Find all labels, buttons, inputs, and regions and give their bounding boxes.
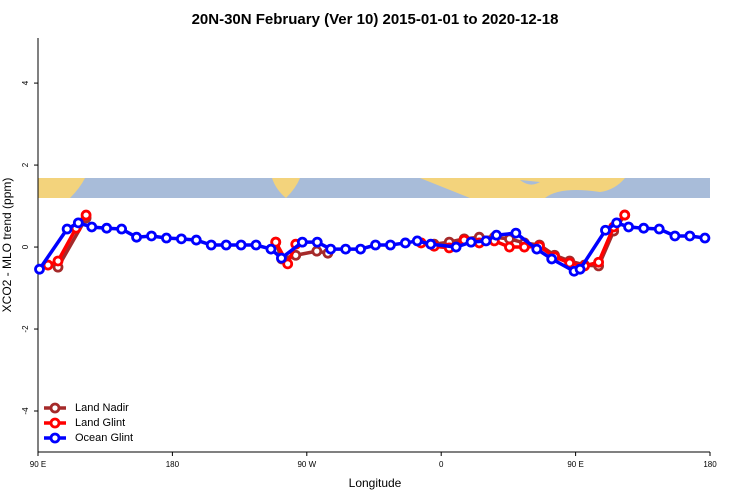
data-point [450, 241, 462, 253]
data-point [593, 256, 604, 268]
data-point [175, 233, 187, 245]
data-point [653, 223, 665, 235]
data-point [638, 222, 650, 234]
data-point [600, 224, 611, 236]
data-point [385, 239, 396, 251]
x-tick-label: 180 [703, 460, 717, 469]
data-point [276, 252, 287, 264]
y-tick-label: 4 [21, 80, 30, 85]
data-point [250, 239, 262, 251]
data-point [101, 222, 113, 234]
legend-marker [49, 402, 61, 414]
legend-label: Ocean Glint [75, 432, 133, 444]
x-axis-label: Longitude [349, 476, 402, 490]
data-point [146, 230, 157, 242]
data-point [265, 243, 277, 255]
data-point [699, 232, 711, 244]
data-point [425, 238, 437, 250]
x-tick-label: 90 W [297, 460, 316, 469]
data-point [465, 236, 477, 248]
data-point [355, 243, 366, 255]
x-tick-label: 90 E [30, 460, 46, 469]
data-point [161, 232, 172, 244]
data-point [52, 255, 64, 267]
data-point [282, 258, 294, 270]
data-point [325, 243, 337, 255]
data-point [480, 235, 492, 247]
data-point [220, 239, 232, 251]
legend-label: Land Glint [75, 417, 125, 429]
data-point [510, 227, 522, 239]
data-point [34, 263, 45, 275]
data-point [205, 239, 217, 251]
data-point [623, 221, 635, 233]
data-point [518, 241, 530, 253]
data-point [684, 230, 696, 242]
data-point [190, 234, 202, 246]
data-point [370, 239, 381, 251]
data-point [619, 209, 631, 221]
x-tick-label: 180 [166, 460, 180, 469]
y-axis-label: XCO2 - MLO trend (ppm) [0, 178, 14, 313]
data-point [669, 230, 681, 242]
data-point [611, 217, 623, 229]
x-tick-label: 90 E [567, 460, 583, 469]
x-tick-label: 0 [439, 460, 444, 469]
data-point [270, 236, 282, 248]
data-point [311, 236, 323, 248]
y-tick-label: -2 [21, 325, 30, 333]
data-point [131, 231, 142, 243]
data-point [531, 243, 543, 255]
data-point [296, 236, 308, 248]
data-point [491, 229, 502, 241]
data-point [504, 241, 515, 253]
data-point [340, 243, 352, 255]
data-point [61, 223, 73, 235]
map-band [38, 178, 710, 198]
data-point [235, 239, 247, 251]
legend-label: Land Nadir [75, 402, 129, 414]
data-point [546, 253, 558, 265]
chart-title: 20N-30N February (Ver 10) 2015-01-01 to … [192, 11, 559, 28]
legend-marker [49, 432, 61, 444]
data-point [72, 217, 84, 229]
data-point [574, 263, 586, 275]
data-point [411, 235, 423, 247]
data-point [116, 223, 128, 235]
data-point [311, 245, 323, 257]
y-tick-label: -4 [21, 407, 30, 415]
data-point [86, 221, 98, 233]
data-point [399, 237, 411, 249]
y-tick-label: 0 [21, 244, 30, 249]
data-point [80, 209, 92, 221]
legend-marker [49, 417, 61, 429]
y-tick-label: 2 [21, 162, 30, 167]
